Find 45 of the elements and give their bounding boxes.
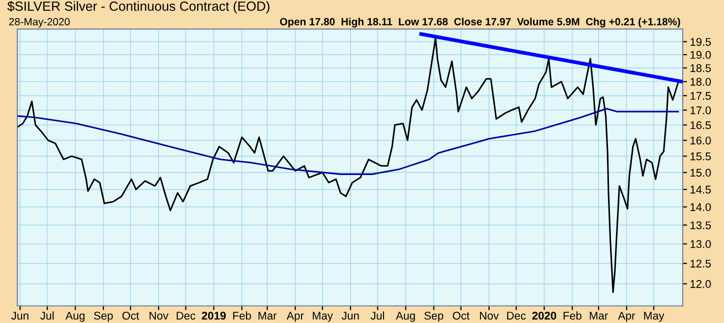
line-series	[18, 108, 679, 175]
y-tick-label: 13.0	[690, 240, 711, 248]
chart-subtitle: 28-May-2020	[9, 18, 70, 28]
x-tick-label: Aug	[396, 312, 415, 322]
y-tick-label: 19.5	[690, 38, 711, 46]
y-tick-label: 12.5	[690, 260, 711, 268]
x-tick-label: Feb	[233, 311, 251, 320]
x-tick-label: Mar	[590, 312, 608, 320]
x-tick-label: Oct	[452, 312, 470, 320]
x-tick-label: Jun	[11, 312, 28, 320]
y-tick-label: 19.0	[690, 50, 711, 59]
x-tick-label: Aug	[65, 312, 84, 322]
y-tick-label: 17.5	[690, 92, 711, 100]
x-tick-label: May	[312, 312, 333, 322]
x-tick-label: Oct	[122, 312, 140, 320]
x-tick-label: Mar	[258, 312, 277, 320]
x-tick-label: Apr	[286, 312, 304, 322]
x-tick-label: Dec	[507, 312, 526, 320]
chart-title: $SILVER Silver - Continuous Contract (EOD)	[7, 0, 270, 14]
x-tick-label: Feb	[564, 311, 582, 320]
y-tick-label: 12.0	[690, 280, 711, 288]
x-tick-label: Apr	[618, 312, 636, 322]
y-tick-label: 13.5	[690, 221, 711, 230]
x-tick-label: Sep	[424, 312, 444, 322]
y-tick-label: 16.0	[690, 136, 711, 144]
x-tick-label: Jul	[40, 311, 54, 320]
line-series	[18, 37, 679, 293]
x-tick-label: Nov	[480, 312, 499, 320]
y-tick-label: 18.0	[690, 78, 711, 86]
y-tick-label: 15.5	[690, 152, 711, 160]
y-tick-label: 15.0	[690, 168, 711, 177]
x-tick-label: Sep	[94, 312, 113, 322]
y-tick-label: 18.5	[690, 64, 711, 72]
x-tick-label: Nov	[150, 312, 168, 320]
y-tick-label: 14.0	[690, 203, 711, 212]
y-tick-label: 16.5	[690, 121, 711, 130]
x-tick-label: 2019	[202, 312, 226, 320]
y-tick-label: 14.5	[690, 186, 711, 194]
x-tick-label: May	[644, 312, 664, 322]
x-tick-label: Jun	[342, 312, 359, 320]
x-tick-label: Dec	[176, 312, 196, 320]
y-tick-label: 17.0	[690, 106, 711, 114]
x-tick-label: Jul	[370, 311, 384, 320]
text: Open 17.80 High 18.11 Low 17.68 Close 17.97 Volume 5.9M Chg +0.21 (+1.18%)	[280, 18, 680, 28]
x-tick-label: 2020	[532, 312, 556, 320]
